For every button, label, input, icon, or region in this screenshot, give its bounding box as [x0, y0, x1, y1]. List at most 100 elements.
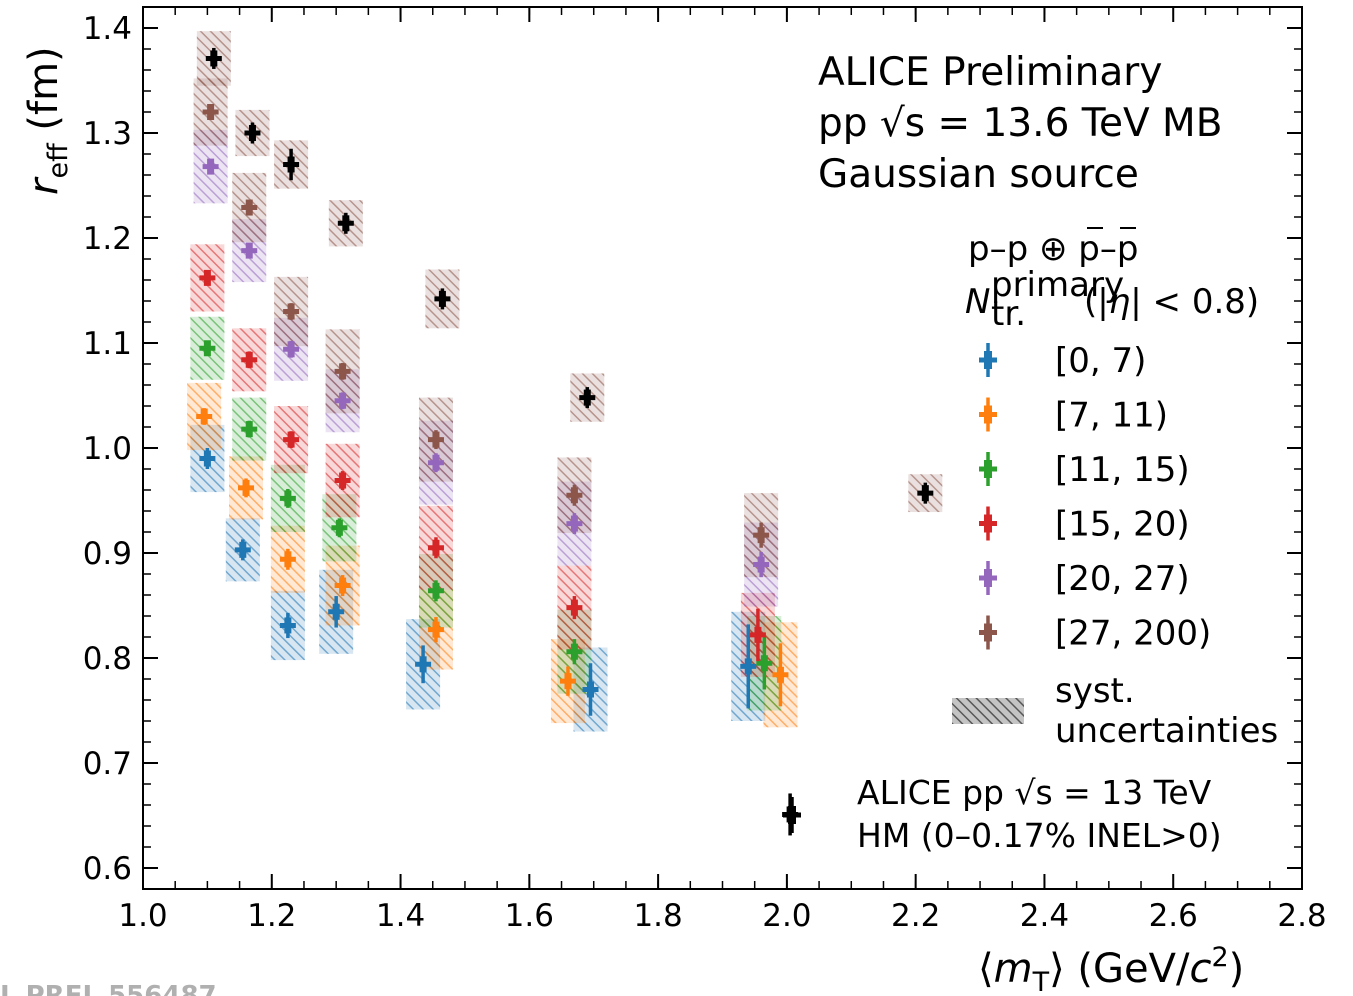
legend-label: [7, 11) — [1055, 396, 1168, 436]
data-point — [334, 575, 351, 597]
legend-syst-label-line1: syst. — [1055, 671, 1135, 711]
data-point — [415, 645, 432, 684]
data-point — [238, 478, 255, 498]
svg-text:(|η| < 0.8): (|η| < 0.8) — [1084, 282, 1259, 322]
legend-entry: [27, 200) — [979, 614, 1211, 654]
data-point — [283, 340, 300, 358]
x-tick-label: 1.8 — [633, 898, 682, 934]
y-tick-label: 0.6 — [83, 851, 132, 887]
data-point — [241, 242, 258, 259]
legend-entry: [0, 7) — [979, 341, 1146, 381]
data-point — [279, 488, 296, 508]
legend-label: [20, 27) — [1055, 559, 1190, 599]
svg-text:p–p ⊕ p–p: p–p ⊕ p–p — [968, 229, 1138, 269]
x-tick-label: 1.6 — [505, 898, 554, 934]
data-point — [241, 351, 258, 369]
legend-entry: [20, 27) — [979, 559, 1190, 599]
y-tick-label: 1.3 — [83, 116, 132, 152]
data-point — [202, 158, 219, 175]
y-tick-label: 0.7 — [83, 746, 132, 782]
data-point — [205, 47, 222, 69]
legend-reference-marker — [783, 797, 801, 833]
data-point — [196, 408, 213, 425]
data-point — [427, 617, 444, 643]
data-point — [566, 484, 583, 506]
data-point — [579, 387, 596, 409]
data-point — [740, 624, 757, 709]
y-tick-label: 0.9 — [83, 536, 132, 572]
legend-label: [11, 15) — [1055, 450, 1190, 490]
data-point — [241, 199, 258, 216]
x-tick-label: 2.6 — [1149, 898, 1198, 934]
legend-entry: [7, 11) — [979, 396, 1168, 436]
data-point — [427, 453, 444, 473]
data-point — [234, 539, 251, 561]
svg-text:⟨mT⟩ (GeV/c2): ⟨mT⟩ (GeV/c2) — [978, 942, 1244, 996]
data-point — [202, 104, 219, 120]
axes: 1.0 1.2 1.4 1.6 1.8 2.0 2.2 2.4 2.6 2.8 0.6 0.7 0.8 0… — [83, 6, 1327, 934]
data-point — [283, 431, 300, 448]
data-point — [582, 663, 599, 716]
legend-syst-swatch — [952, 698, 1024, 724]
y-tick-label: 1.4 — [83, 11, 132, 47]
data-point — [199, 269, 216, 286]
data-point — [334, 362, 351, 380]
data-point — [753, 551, 770, 578]
legend-label: [0, 7) — [1055, 341, 1146, 381]
legend-syst-label-line2: uncertainties — [1055, 711, 1278, 751]
data-point — [427, 537, 444, 559]
data-point — [279, 612, 296, 639]
legend-pair-label: p–p ⊕ p–p — [968, 227, 1138, 269]
data-point — [917, 482, 934, 504]
legend-reference-line1: ALICE pp √s = 13 TeV — [857, 773, 1212, 812]
data-point-layer — [196, 47, 934, 836]
data-point — [334, 392, 351, 410]
system-label: pp √s = 13.6 TeV MB — [818, 101, 1222, 146]
y-axis-title: reff (fm) — [21, 46, 74, 195]
watermark: L PREL 556487 — [0, 981, 217, 996]
legend: [0, 7) [7, 11) [11, 15) [15, 20) [20, 27) [27… — [783, 341, 1211, 833]
data-point — [244, 122, 261, 144]
data-point — [199, 340, 216, 357]
data-point — [334, 471, 351, 490]
data-point — [559, 666, 576, 696]
svg-text:N: N — [965, 282, 990, 322]
legend-reference-line2: HM (0–0.17% INEL>0) — [857, 816, 1222, 855]
data-point — [337, 212, 354, 234]
x-tick-label: 2.0 — [762, 898, 811, 934]
data-point — [328, 596, 345, 628]
data-point — [772, 643, 789, 707]
legend-entry: [15, 20) — [979, 505, 1190, 545]
legend-label: [27, 200) — [1055, 614, 1211, 654]
experiment-label: ALICE Preliminary — [818, 50, 1162, 95]
data-point — [241, 420, 258, 438]
data-point — [756, 637, 773, 690]
data-point — [566, 513, 583, 535]
data-point — [434, 288, 451, 310]
data-point — [427, 580, 444, 602]
source-label: Gaussian source — [818, 152, 1139, 197]
y-tick-label: 1.2 — [83, 221, 132, 257]
data-point — [427, 430, 444, 450]
data-point — [753, 522, 770, 548]
data-point — [279, 548, 296, 570]
legend-multiplicity-label: N primary tr. (|η| < 0.8) — [965, 265, 1259, 334]
y-tick-label: 1.0 — [83, 431, 132, 467]
data-point — [283, 303, 300, 320]
x-tick-label: 1.4 — [376, 898, 425, 934]
data-point — [283, 148, 300, 181]
legend-label: [15, 20) — [1055, 505, 1190, 545]
y-tick-label: 1.1 — [83, 326, 132, 362]
data-point — [199, 448, 216, 469]
svg-text:tr.: tr. — [991, 294, 1026, 334]
data-point — [566, 596, 583, 620]
data-point — [566, 639, 583, 665]
data-point — [331, 518, 348, 538]
x-tick-label: 1.2 — [247, 898, 296, 934]
svg-text:reff (fm): reff (fm) — [21, 46, 74, 195]
x-tick-label: 2.2 — [891, 898, 940, 934]
x-tick-label: 2.4 — [1020, 898, 1069, 934]
data-point — [749, 608, 766, 662]
x-tick-label: 2.8 — [1277, 898, 1326, 934]
